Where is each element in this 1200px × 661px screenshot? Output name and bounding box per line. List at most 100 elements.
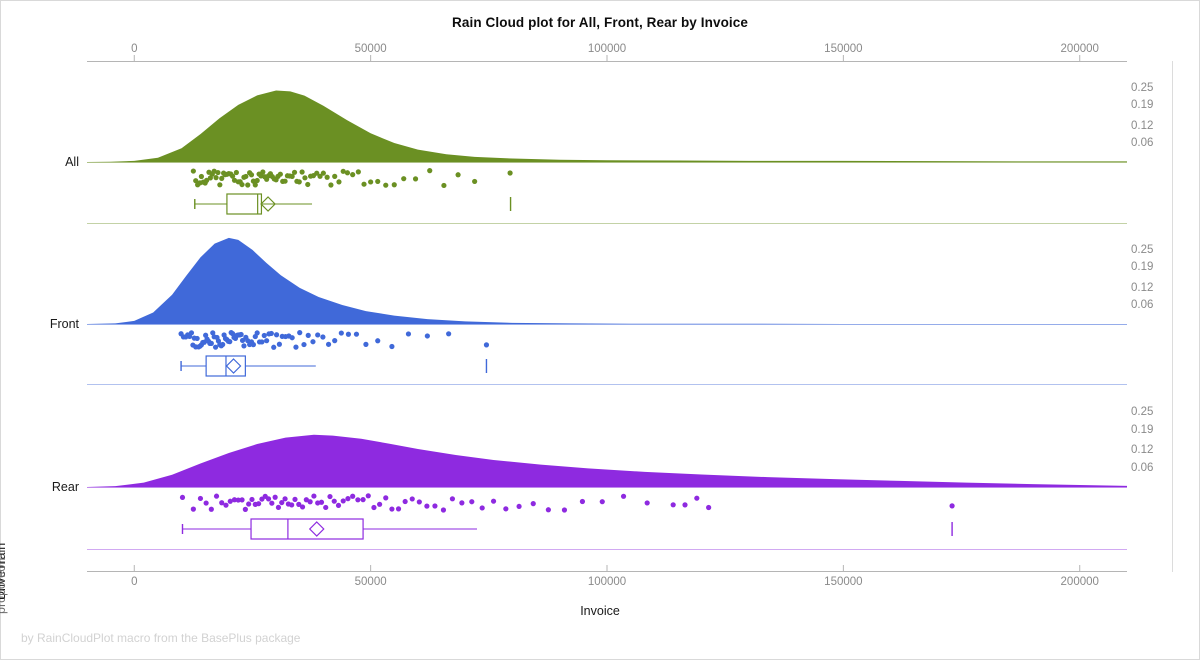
- group-front: [87, 237, 1127, 385]
- axis-layer: [87, 55, 1127, 572]
- density-cloud-rear: [87, 434, 1127, 487]
- rain-dot: [328, 182, 334, 188]
- rain-dot: [212, 344, 219, 350]
- rain-dot: [355, 169, 361, 175]
- rain-dot: [220, 341, 226, 348]
- rain-dot: [231, 497, 238, 503]
- rain-dot: [299, 169, 305, 175]
- rain-dot: [327, 493, 333, 500]
- rain-dot: [479, 505, 485, 511]
- rain-dot: [204, 177, 210, 184]
- rain-dot: [483, 342, 490, 348]
- rain-dot: [213, 493, 220, 499]
- rain-dot: [402, 498, 408, 505]
- rain-dot: [365, 493, 371, 499]
- rain-dot: [179, 494, 186, 501]
- rain-dot: [239, 337, 246, 344]
- footnote: by RainCloudPlot macro from the BasePlus…: [21, 631, 301, 645]
- rain-dot: [949, 503, 955, 509]
- rain-dot: [323, 504, 329, 511]
- density-cloud-front: [87, 237, 1127, 324]
- rain-dot: [219, 175, 225, 182]
- rain-dot: [331, 498, 337, 504]
- rain-dot: [375, 338, 381, 344]
- box-iqr: [250, 518, 364, 540]
- rain-dot: [416, 499, 422, 505]
- rain-dot: [277, 171, 283, 177]
- rain-dot: [289, 502, 295, 508]
- rain-dot: [203, 500, 209, 506]
- rain-dot: [245, 182, 251, 188]
- rain-dot: [249, 496, 255, 503]
- rain-dot: [254, 177, 260, 184]
- rain-dot: [314, 170, 320, 176]
- rain-dot: [455, 172, 461, 178]
- rain-dot: [261, 332, 267, 339]
- bottom-x-tick-label: 100000: [587, 576, 627, 588]
- rain-dot: [301, 341, 307, 348]
- mean-diamond: [225, 358, 242, 374]
- rain-dot: [530, 501, 536, 507]
- proportion-tick-label: 0.25: [1131, 406, 1154, 419]
- rain-dot: [405, 331, 412, 337]
- rain-dot: [279, 499, 285, 506]
- rain-dot: [217, 182, 223, 188]
- proportion-tick-label: 0.06: [1131, 136, 1154, 149]
- rain-dot: [682, 502, 688, 508]
- group-rear: [87, 434, 1127, 550]
- rain-dot: [459, 500, 465, 506]
- proportion-tick-label: 0.19: [1131, 99, 1154, 112]
- rain-dot: [409, 496, 415, 502]
- proportion-tick-label: 0.12: [1131, 281, 1154, 294]
- proportion-tick-label: 0.25: [1131, 82, 1154, 95]
- rain-dot: [227, 339, 233, 345]
- rain-dot: [296, 179, 302, 185]
- rain-dot: [446, 331, 452, 337]
- rain-dot: [305, 181, 311, 188]
- rain-dot: [310, 339, 316, 345]
- rain-dot: [269, 500, 275, 506]
- rain-dots-all: [190, 168, 513, 189]
- rain-dot: [490, 498, 497, 504]
- box-plot-front: [180, 355, 488, 377]
- rain-dot: [260, 169, 266, 175]
- proportion-tick-label: 0.19: [1131, 261, 1154, 274]
- rain-dot: [198, 173, 204, 180]
- rain-dot: [259, 339, 265, 345]
- rain-dot: [449, 496, 456, 502]
- rain-dot: [256, 501, 262, 507]
- bottom-x-tick-label: 0: [131, 576, 138, 588]
- rain-dot: [264, 338, 270, 344]
- rain-dot: [324, 174, 330, 180]
- rain-dot: [238, 331, 244, 338]
- rain-dot: [561, 507, 568, 513]
- rain-dot: [254, 330, 260, 336]
- rain-dot: [371, 504, 377, 511]
- category-label-all: All: [65, 155, 79, 169]
- rain-dot: [208, 506, 214, 512]
- rain-dot: [271, 344, 277, 350]
- density-cloud-all: [87, 90, 1127, 162]
- rain-dot: [223, 502, 229, 508]
- rain-dot: [345, 496, 351, 502]
- rain-dot: [440, 507, 447, 513]
- rain-dot: [353, 331, 360, 337]
- top-x-tick-label: 100000: [587, 43, 627, 55]
- rain-dot: [311, 493, 317, 499]
- rain-dot: [318, 499, 325, 505]
- rain-dot: [289, 335, 295, 341]
- bottom-x-tick-label: 150000: [824, 576, 863, 588]
- rain-dot: [424, 333, 430, 339]
- rain-dot: [424, 503, 430, 509]
- rain-dot: [291, 169, 298, 175]
- rain-dot: [208, 340, 214, 346]
- rain-dot: [340, 498, 346, 504]
- rain-dot: [289, 173, 295, 179]
- rain-dot: [282, 496, 288, 502]
- rain-dot: [292, 496, 298, 502]
- rain-dot: [503, 506, 509, 512]
- rain-dot: [194, 335, 200, 342]
- rain-dot: [472, 178, 478, 185]
